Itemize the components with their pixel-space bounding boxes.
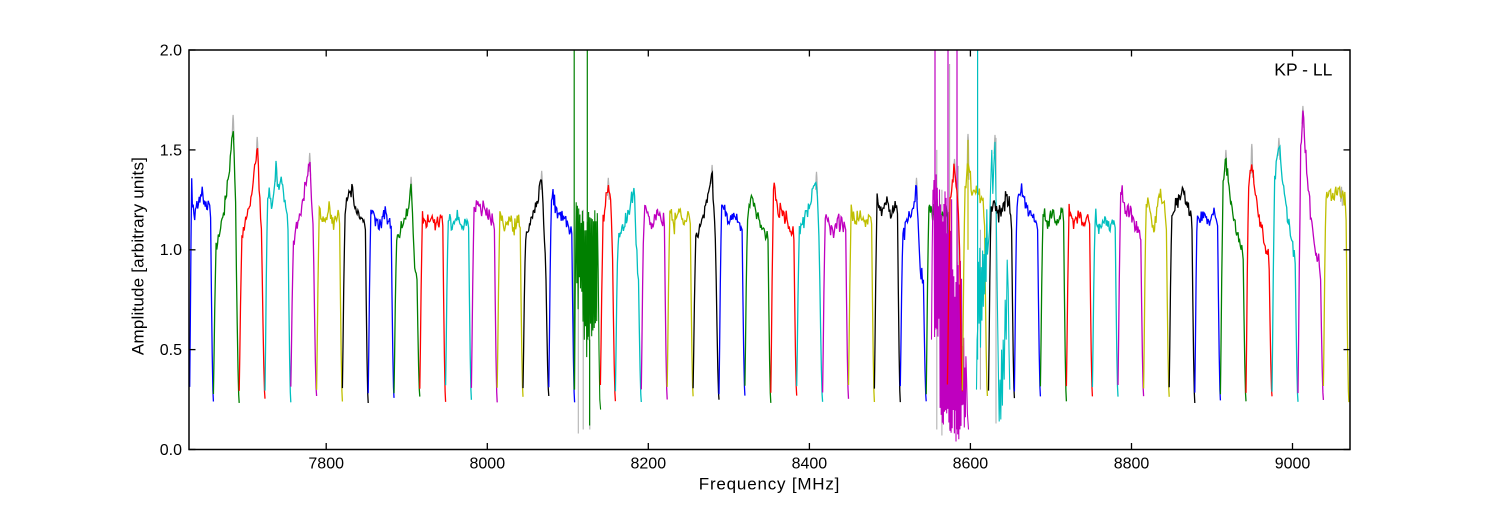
svg-text:1.0: 1.0 xyxy=(160,242,182,259)
svg-text:8200: 8200 xyxy=(631,456,667,473)
svg-text:0.0: 0.0 xyxy=(160,442,182,459)
svg-text:9000: 9000 xyxy=(1275,456,1311,473)
svg-text:8600: 8600 xyxy=(953,456,989,473)
svg-text:7800: 7800 xyxy=(308,456,344,473)
svg-text:8800: 8800 xyxy=(1114,456,1150,473)
svg-text:Amplitude [arbitrary units]: Amplitude [arbitrary units] xyxy=(129,157,148,355)
svg-text:Frequency [MHz]: Frequency [MHz] xyxy=(699,475,840,494)
svg-text:0.5: 0.5 xyxy=(160,342,182,359)
svg-text:8400: 8400 xyxy=(792,456,828,473)
svg-text:2.0: 2.0 xyxy=(160,43,182,60)
svg-text:KP - LL: KP - LL xyxy=(1274,60,1332,80)
svg-text:8000: 8000 xyxy=(470,456,506,473)
svg-text:1.5: 1.5 xyxy=(160,142,182,159)
